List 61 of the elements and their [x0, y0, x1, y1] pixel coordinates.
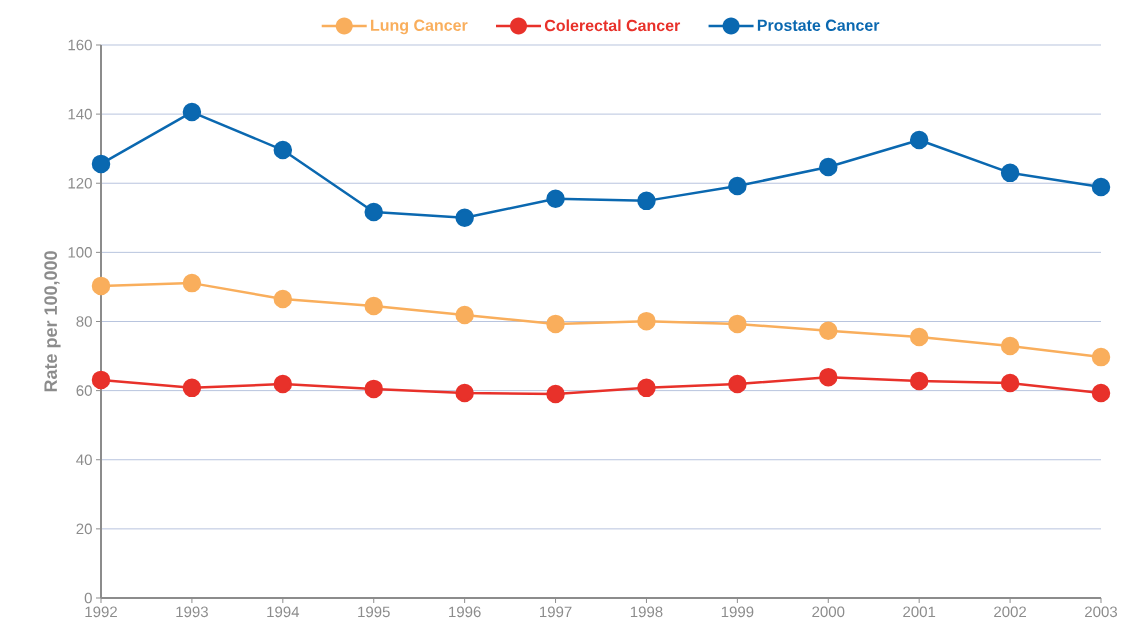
- y-tick-label: 80: [76, 316, 92, 327]
- y-tick-label: 100: [68, 247, 92, 258]
- point: [1000, 336, 1020, 356]
- point: [728, 374, 747, 394]
- point: [1000, 373, 1020, 393]
- x-tick-label: 1997: [540, 606, 572, 618]
- x-tick-label: 2001: [903, 606, 936, 618]
- y-tick-label: 140: [68, 108, 92, 120]
- point: [546, 314, 565, 334]
- x-tick-label: 1998: [630, 606, 663, 618]
- point: [364, 296, 383, 316]
- y-tick-label: 0: [84, 592, 92, 604]
- point: [455, 305, 474, 325]
- point: [273, 140, 293, 160]
- point: [364, 379, 383, 399]
- point: [91, 276, 111, 296]
- x-tick-label: 1996: [449, 606, 481, 618]
- x-tick-label: 1995: [358, 606, 390, 618]
- legend-label: Prostate Cancer: [757, 19, 880, 31]
- point: [819, 367, 838, 387]
- y-tick-label: 120: [68, 177, 92, 189]
- x-tick-label: 2002: [994, 606, 1027, 618]
- x-tick-label: 1994: [267, 606, 300, 618]
- point: [909, 130, 929, 150]
- y-tick-label: 20: [76, 523, 92, 535]
- point: [819, 321, 838, 341]
- y-tick-label: 60: [76, 385, 92, 396]
- x-tick-label: 1999: [721, 606, 754, 618]
- point: [728, 176, 747, 196]
- point: [909, 327, 929, 347]
- point: [182, 378, 202, 398]
- point: [364, 202, 383, 222]
- point: [637, 191, 656, 211]
- x-tick-label: 2000: [812, 606, 845, 618]
- x-tick-label: 2003: [1085, 606, 1118, 618]
- point: [182, 102, 202, 122]
- y-axis-title: Rate per 100,000: [44, 251, 61, 392]
- legend-label: Colerectal Cancer: [544, 19, 681, 32]
- point: [728, 314, 747, 334]
- point: [637, 311, 656, 331]
- point: [455, 208, 474, 228]
- point: [1091, 177, 1111, 197]
- x-tick-label: 1992: [85, 606, 117, 618]
- y-tick-label: 160: [68, 39, 92, 51]
- point: [909, 371, 929, 391]
- point: [91, 154, 111, 174]
- point: [91, 370, 111, 390]
- point: [1091, 383, 1111, 403]
- point: [637, 378, 656, 398]
- point: [273, 374, 293, 394]
- point: [455, 383, 474, 403]
- point: [546, 384, 565, 404]
- point: [546, 189, 565, 209]
- legend-label: Lung Cancer: [371, 19, 468, 35]
- x-tick-label: 1993: [176, 606, 208, 618]
- point: [819, 157, 838, 177]
- y-tick-label: 40: [76, 454, 92, 466]
- point: [273, 289, 293, 309]
- point: [1000, 163, 1020, 183]
- point: [1091, 347, 1111, 367]
- point: [182, 273, 202, 293]
